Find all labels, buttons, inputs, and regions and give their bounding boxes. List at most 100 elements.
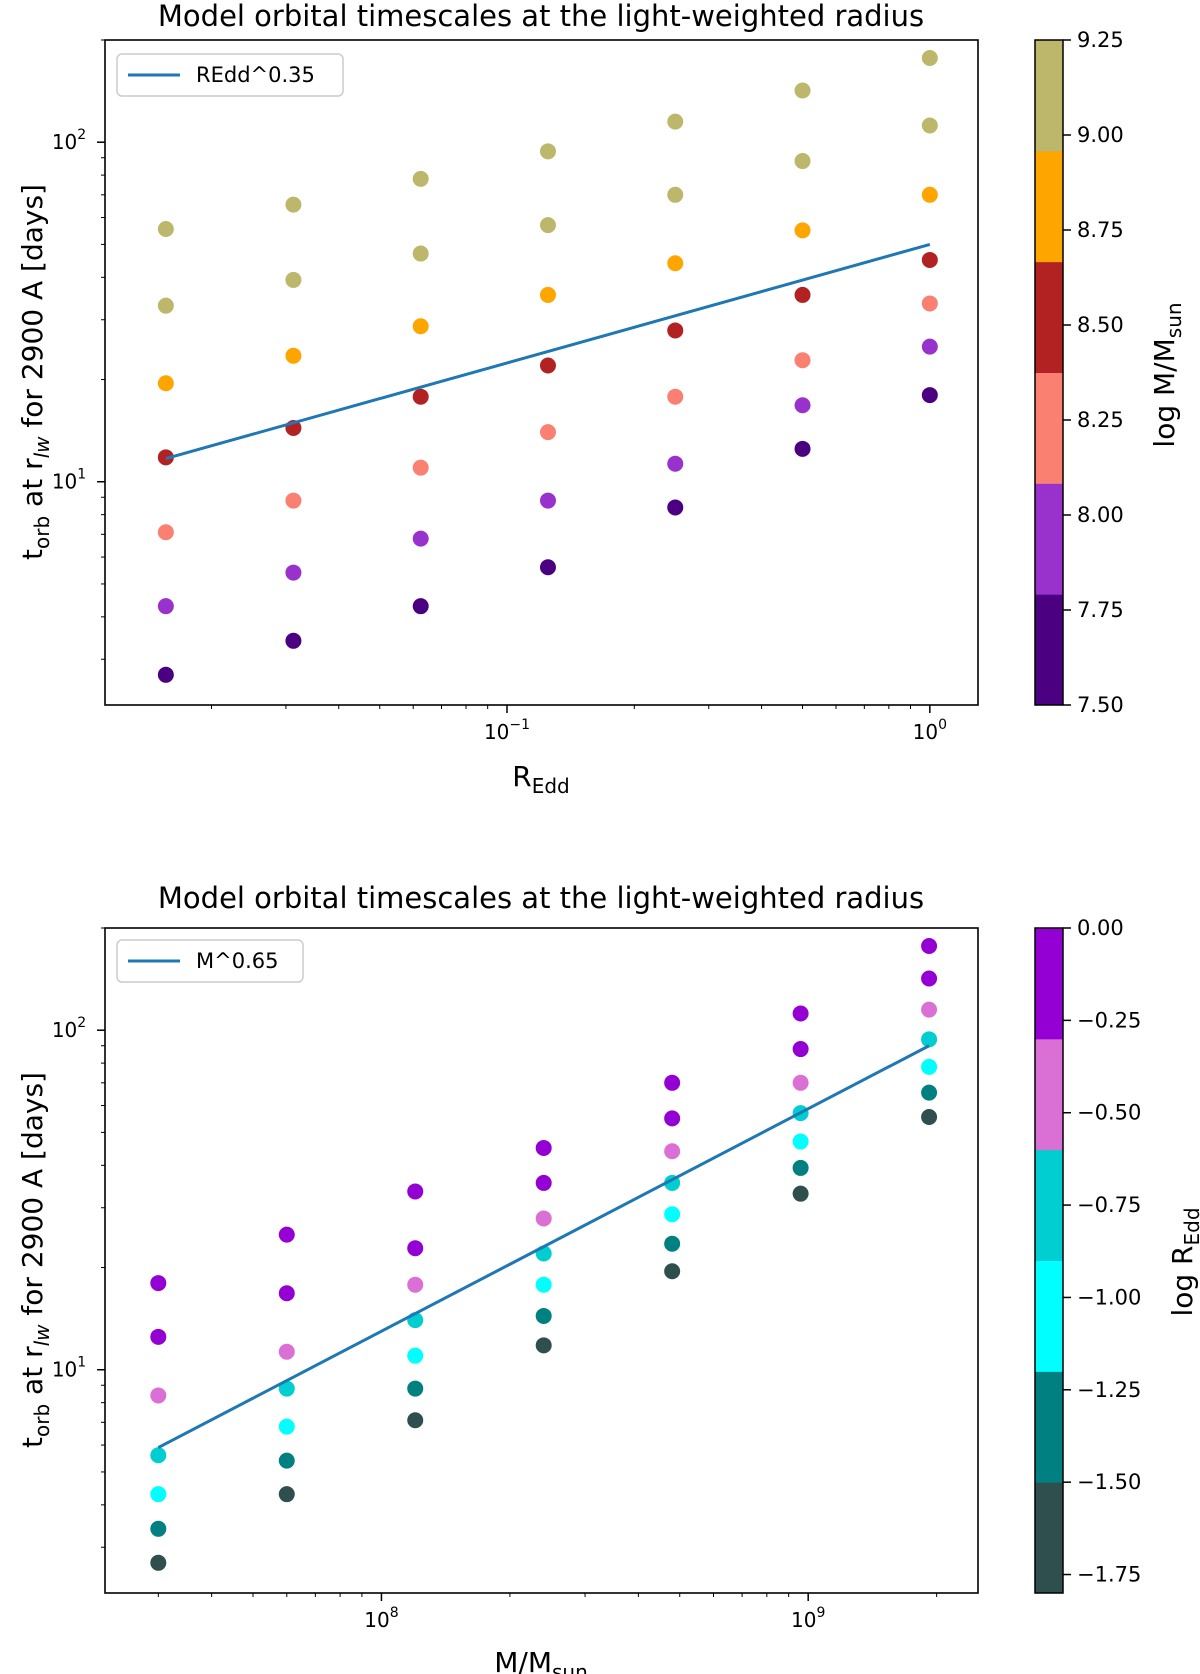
data-point-s6-p3	[535, 1139, 552, 1156]
data-point-s6-p0	[157, 221, 174, 238]
colorbar-tick-label-1: −1.50	[1077, 1470, 1141, 1494]
data-point-s6-p6	[921, 50, 938, 67]
data-point-s1-p0	[150, 1520, 167, 1537]
data-point-s6-p5	[794, 82, 811, 99]
x-tick-label-0: 108	[364, 1605, 398, 1632]
data-point-s1-p5	[792, 1159, 809, 1176]
data-point-s5-p4	[664, 1110, 681, 1127]
data-point-s1-p3	[539, 492, 556, 509]
data-point-s2-p6	[921, 1058, 938, 1075]
top-colorbar-label: log M/Msun	[1148, 302, 1186, 447]
bottom-legend: M^0.65	[116, 939, 304, 983]
colorbar-segment-3	[1035, 261, 1063, 373]
top-y-axis-label: torb at rlw for 2900 A [days]	[16, 184, 54, 560]
data-point-s1-p4	[664, 1235, 681, 1252]
top-legend-label: REdd^0.35	[196, 63, 315, 87]
top-chart-title: Model orbital timescales at the light-we…	[158, 0, 924, 33]
top-legend: REdd^0.35	[116, 53, 344, 97]
data-point-s2-p1	[278, 1418, 295, 1435]
data-point-s6-p5	[792, 1005, 809, 1022]
data-point-s0-p6	[921, 1109, 938, 1126]
data-point-s1-p1	[278, 1452, 295, 1469]
data-point-s5-p0	[150, 1328, 167, 1345]
bottom-plot-frame	[104, 927, 979, 1594]
colorbar-tick-label-5: −0.50	[1077, 1101, 1141, 1125]
data-point-s5-p0	[157, 297, 174, 314]
data-point-s0-p0	[157, 666, 174, 683]
data-point-s2-p5	[792, 1133, 809, 1150]
data-point-s4-p0	[150, 1387, 167, 1404]
data-point-s1-p6	[921, 338, 938, 355]
data-point-s0-p3	[535, 1337, 552, 1354]
colorbar-tick-label-3: −1.00	[1077, 1285, 1141, 1309]
data-point-s4-p3	[535, 1210, 552, 1227]
colorbar-segment-0	[1035, 1482, 1063, 1594]
data-point-s3-p5	[794, 286, 811, 303]
x-tick-label-0: 10−1	[484, 717, 530, 744]
data-point-s6-p3	[539, 143, 556, 160]
data-point-s4-p6	[921, 1001, 938, 1018]
data-point-s5-p2	[407, 1240, 424, 1257]
colorbar-tick-label-4: 8.50	[1077, 313, 1124, 337]
data-point-s0-p5	[792, 1185, 809, 1202]
top-chart-ticks: 10−1 100 101 102	[52, 39, 947, 744]
data-point-s5-p6	[921, 970, 938, 987]
bottom-chart-marks	[150, 938, 938, 1571]
data-point-s0-p1	[285, 632, 302, 649]
colorbar-segment-4	[1035, 1038, 1063, 1151]
bottom-chart-title: Model orbital timescales at the light-we…	[158, 881, 924, 915]
data-point-s4-p1	[278, 1343, 295, 1360]
data-point-s4-p5	[794, 222, 811, 239]
data-point-s2-p4	[667, 388, 684, 405]
y-tick-label-0: 101	[52, 467, 86, 494]
data-point-s5-p3	[535, 1174, 552, 1191]
data-point-s6-p6	[921, 938, 938, 955]
x-tick-label-1: 100	[913, 717, 947, 744]
data-point-s2-p3	[539, 424, 556, 441]
y-tick-label-0: 101	[52, 1355, 86, 1382]
data-point-s5-p4	[667, 186, 684, 203]
colorbar-tick-label-2: 8.00	[1077, 503, 1124, 527]
colorbar-segment-1	[1035, 483, 1063, 595]
data-point-s4-p4	[664, 1143, 681, 1160]
colorbar-tick-label-2: −1.25	[1077, 1378, 1141, 1402]
data-point-s2-p2	[407, 1347, 424, 1364]
data-point-s2-p5	[794, 352, 811, 369]
data-point-s4-p5	[792, 1074, 809, 1091]
data-point-s0-p5	[794, 440, 811, 457]
colorbar-tick-label-7: 0.00	[1077, 916, 1124, 940]
data-point-s3-p6	[921, 1031, 938, 1048]
data-point-s2-p3	[535, 1276, 552, 1293]
colorbar-tick-label-0: −1.75	[1077, 1563, 1141, 1587]
data-point-s4-p4	[667, 255, 684, 272]
colorbar-tick-label-1: 7.75	[1077, 598, 1124, 622]
data-point-s2-p1	[285, 492, 302, 509]
data-point-s5-p1	[278, 1285, 295, 1302]
data-point-s6-p0	[150, 1275, 167, 1292]
data-point-s6-p2	[407, 1183, 424, 1200]
y-tick-label-1: 102	[52, 127, 86, 154]
data-point-s4-p1	[285, 347, 302, 364]
data-point-s1-p4	[667, 455, 684, 472]
colorbar-segment-2	[1035, 372, 1063, 484]
data-point-s1-p1	[285, 564, 302, 581]
data-point-s0-p6	[921, 387, 938, 404]
data-point-s0-p4	[667, 499, 684, 516]
colorbar-tick-label-5: 8.75	[1077, 218, 1124, 242]
data-point-s5-p2	[412, 245, 429, 262]
data-point-s4-p3	[539, 286, 556, 303]
data-point-s0-p1	[278, 1486, 295, 1503]
data-point-s1-p2	[412, 530, 429, 547]
top-colorbar: 7.50 7.75 8.00 8.25 8.50 8.75 9.00 9.25	[1034, 28, 1124, 717]
data-point-s5-p1	[285, 271, 302, 288]
data-point-s0-p2	[407, 1412, 424, 1429]
data-point-s1-p0	[157, 598, 174, 615]
data-point-s6-p2	[412, 170, 429, 187]
y-tick-label-1: 102	[52, 1015, 86, 1042]
data-point-s6-p1	[278, 1226, 295, 1243]
top-plot-frame	[104, 39, 979, 706]
colorbar-tick-label-6: 9.00	[1077, 123, 1124, 147]
colorbar-segment-2	[1035, 1260, 1063, 1372]
data-point-s2-p2	[412, 459, 429, 476]
